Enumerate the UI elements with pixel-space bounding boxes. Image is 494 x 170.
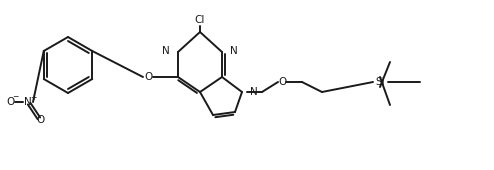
Text: N: N	[24, 97, 32, 107]
Text: N: N	[230, 46, 238, 56]
Text: Si: Si	[375, 77, 385, 87]
Text: O: O	[278, 77, 286, 87]
Text: +: +	[30, 92, 36, 101]
Text: N: N	[162, 46, 170, 56]
Text: Cl: Cl	[195, 15, 205, 25]
Text: O: O	[36, 115, 44, 125]
Text: −: −	[12, 92, 18, 101]
Text: O: O	[6, 97, 14, 107]
Text: O: O	[144, 72, 152, 82]
Text: N: N	[250, 87, 258, 97]
